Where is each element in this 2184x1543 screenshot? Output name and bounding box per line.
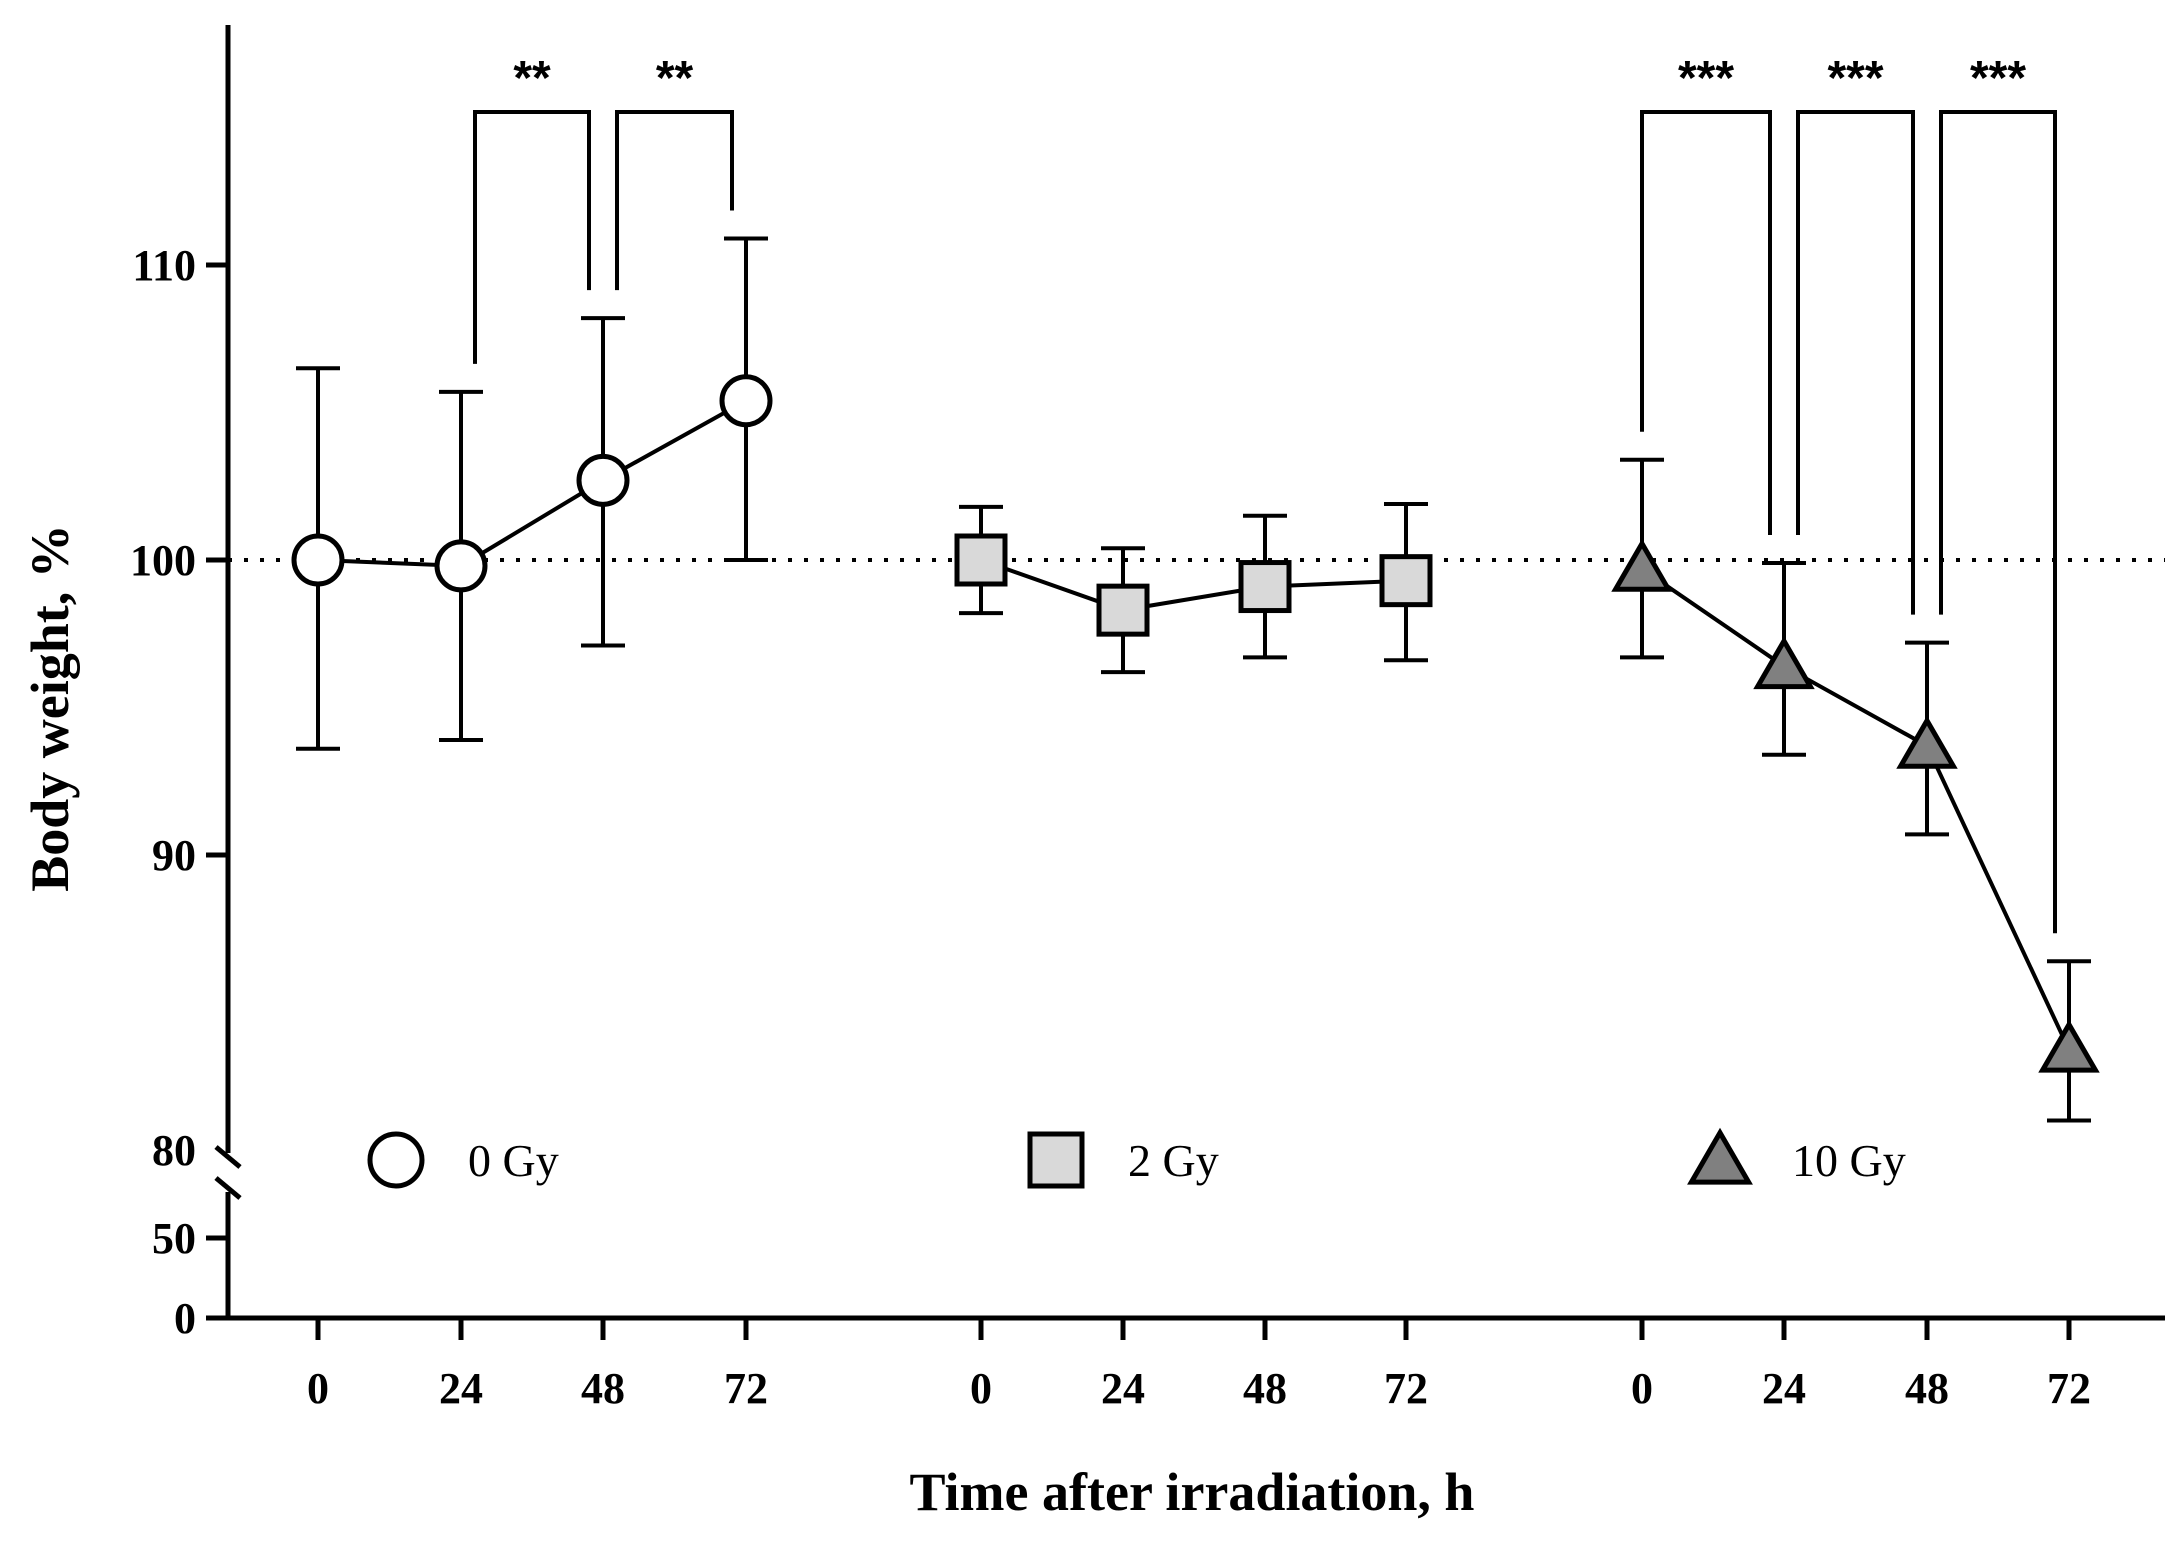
axis-break-mark	[214, 1176, 242, 1200]
data-point-square	[1379, 554, 1433, 608]
legend-label: 10 Gy	[1792, 1135, 1906, 1186]
legend-label: 0 Gy	[468, 1135, 559, 1186]
legend-item-0-gy: 0 Gy	[367, 1131, 559, 1189]
x-tick-label: 48	[581, 1364, 625, 1413]
y-axis-title: Body weight, %	[20, 524, 80, 892]
legend-item-10-gy: 10 Gy	[1687, 1127, 1906, 1186]
x-tick-label: 48	[1905, 1364, 1949, 1413]
data-point-triangle	[1687, 1127, 1753, 1185]
data-point-square	[954, 533, 1008, 587]
y-tick-label: 0	[174, 1294, 196, 1343]
data-point-circle	[576, 453, 630, 507]
data-point-circle	[434, 539, 488, 593]
x-tick-label: 24	[1101, 1364, 1145, 1413]
data-point-triangle	[1896, 715, 1958, 769]
x-tick-label: 24	[439, 1364, 483, 1413]
series-line	[317, 398, 747, 568]
data-point-square	[1027, 1131, 1085, 1189]
x-tick-label: 0	[1631, 1364, 1653, 1413]
x-tick-label: 48	[1243, 1364, 1287, 1413]
x-tick-label: 0	[307, 1364, 329, 1413]
significance-label: ***	[1827, 52, 1883, 105]
significance-label: ***	[1970, 52, 2026, 105]
y-tick-label: 110	[132, 241, 196, 290]
y-tick-label: 50	[152, 1214, 196, 1263]
series-0-gy	[291, 236, 773, 751]
data-point-square	[1238, 560, 1292, 614]
significance-label: **	[656, 52, 694, 105]
data-point-triangle	[1611, 538, 1673, 592]
legend-item-2-gy: 2 Gy	[1027, 1131, 1219, 1189]
x-tick-label: 0	[970, 1364, 992, 1413]
significance-bracket	[1640, 110, 1772, 535]
y-tick-label: 90	[152, 831, 196, 880]
significance-bracket	[1796, 110, 1915, 615]
series-line	[980, 558, 1407, 613]
significance-label: **	[513, 52, 551, 105]
series-10-gy	[1611, 457, 2100, 1123]
series-2-gy	[954, 501, 1433, 675]
legend-label: 2 Gy	[1128, 1135, 1219, 1186]
data-point-circle	[719, 374, 773, 428]
series-line	[1640, 567, 2071, 1051]
data-point-triangle	[2038, 1019, 2100, 1073]
data-point-square	[1096, 583, 1150, 637]
x-tick-label: 72	[2047, 1364, 2091, 1413]
significance-bracket	[1939, 110, 2057, 934]
data-point-circle	[291, 533, 345, 587]
axis-break-mark	[214, 1145, 242, 1169]
significance-bracket	[615, 110, 734, 291]
significance-bracket	[473, 110, 591, 364]
x-tick-label: 72	[724, 1364, 768, 1413]
significance-label: ***	[1678, 52, 1734, 105]
x-axis-title: Time after irradiation, h	[910, 1462, 1475, 1522]
x-tick-label: 72	[1384, 1364, 1428, 1413]
x-tick-label: 24	[1762, 1364, 1806, 1413]
data-point-circle	[367, 1131, 425, 1189]
y-tick-label: 100	[130, 536, 196, 585]
data-point-triangle	[1753, 636, 1815, 690]
y-tick-label: 80	[152, 1126, 196, 1175]
